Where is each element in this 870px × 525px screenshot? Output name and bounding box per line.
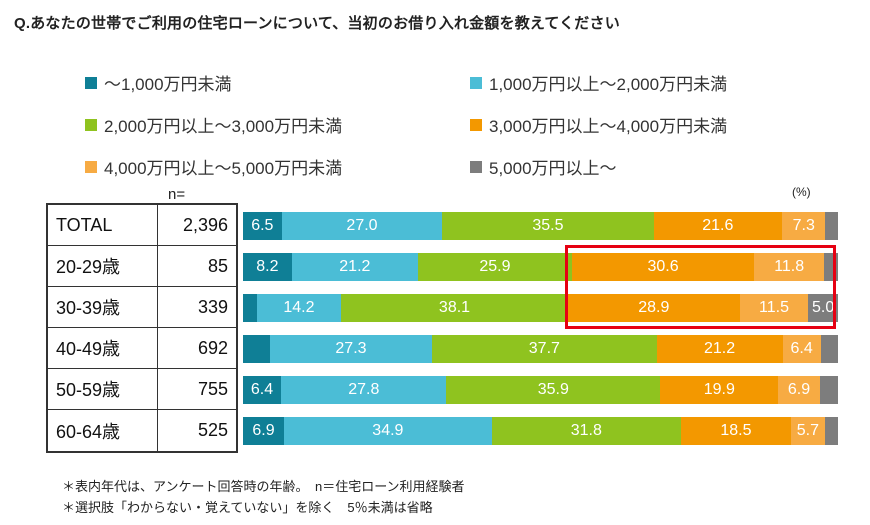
bar-segment <box>824 252 838 281</box>
chart-title: Q.あなたの世帯でご利用の住宅ローンについて、当初のお借り入れ金額を教えてくださ… <box>14 15 620 32</box>
n-column-header: n= <box>168 186 186 203</box>
table-row: 60-64歳 525 <box>48 410 236 451</box>
bar-row: 27.3 37.7 21.2 6.4 <box>243 328 838 369</box>
row-label: 40-49歳 <box>48 328 158 368</box>
row-n-value: 525 <box>197 420 228 440</box>
legend-swatch <box>85 118 97 131</box>
bar-segment: 28.9 <box>567 293 740 322</box>
bar-segment <box>820 334 838 363</box>
bar-segment <box>819 375 838 404</box>
bar-segment: 30.6 <box>572 252 755 281</box>
bar-segment: 18.5 <box>680 416 791 445</box>
bar-row: 14.2 38.1 28.9 11.5 5.0 <box>243 287 838 328</box>
legend-label: 5,000万円以上～ <box>489 159 617 178</box>
bar-segment: 6.4 <box>243 375 282 404</box>
bar-segment: 27.8 <box>281 375 447 404</box>
bar-segment: 21.2 <box>291 252 418 281</box>
bar-segment: 35.9 <box>446 375 661 404</box>
table-row: 30-39歳 339 <box>48 287 236 328</box>
legend-swatch <box>470 160 482 173</box>
row-label: 20-29歳 <box>48 246 158 286</box>
bar-segment: 35.5 <box>442 211 654 240</box>
legend-label: 2,000万円以上～3,000万円未満 <box>104 117 343 136</box>
bar-segment: 21.6 <box>653 211 783 240</box>
legend-label: 4,000万円以上～5,000万円未満 <box>104 159 343 178</box>
bar-segment: 11.5 <box>739 293 809 322</box>
bar-segment: 27.0 <box>281 211 443 240</box>
bar-segment: 25.9 <box>417 252 572 281</box>
category-table: TOTAL 2,396 20-29歳 85 30-39歳 339 40-49歳 692 50-5… <box>46 203 238 453</box>
row-n-value: 339 <box>197 296 228 317</box>
row-label: 50-59歳 <box>48 369 158 409</box>
footnote-line-2: ＊選択肢「わからない・覚えていない」を除く 5％未満は省略 <box>62 500 433 515</box>
bar-segment: 38.1 <box>341 293 568 322</box>
bar-segment: 19.9 <box>660 375 779 404</box>
bar-segment: 11.8 <box>754 252 825 281</box>
bar-row: 6.5 27.0 35.5 21.6 7.3 <box>243 205 838 246</box>
legend-item: 1,000万円以上～2,000万円未満 <box>470 70 845 95</box>
footnote-line-1: ＊表内年代は、アンケート回答時の年齢。 n＝住宅ローン利用経験者 <box>62 479 465 494</box>
bar-segment: 7.3 <box>782 211 826 240</box>
bar-segment <box>243 334 270 363</box>
bar-segment: 37.7 <box>432 334 657 363</box>
table-row: 50-59歳 755 <box>48 369 236 410</box>
legend-label: 3,000万円以上～4,000万円未満 <box>489 117 728 136</box>
stacked-bar: 14.2 38.1 28.9 11.5 5.0 <box>243 293 838 322</box>
legend-swatch <box>470 118 482 131</box>
bar-segment <box>825 211 838 240</box>
legend-swatch <box>470 76 482 89</box>
legend-item: 3,000万円以上～4,000万円未満 <box>470 112 845 137</box>
bar-segment: 6.5 <box>243 211 282 240</box>
legend-label: ～1,000万円未満 <box>104 75 232 94</box>
stacked-bar: 27.3 37.7 21.2 6.4 <box>243 334 838 363</box>
bar-row: 6.9 34.9 31.8 18.5 5.7 <box>243 410 838 451</box>
table-row: 20-29歳 85 <box>48 246 236 287</box>
legend-swatch <box>85 76 97 89</box>
table-row: 40-49歳 692 <box>48 328 236 369</box>
legend-item: 5,000万円以上～ <box>470 154 845 179</box>
legend-label: 1,000万円以上～2,000万円未満 <box>489 75 728 94</box>
legend: ～1,000万円未満 1,000万円以上～2,000万円未満 2,000万円以上～3… <box>85 70 845 179</box>
table-row: TOTAL 2,396 <box>48 205 236 246</box>
stacked-bar: 6.5 27.0 35.5 21.6 7.3 <box>243 211 838 240</box>
stacked-bar: 6.9 34.9 31.8 18.5 5.7 <box>243 416 838 445</box>
row-label: TOTAL <box>48 205 158 245</box>
bar-segment: 14.2 <box>256 293 342 322</box>
legend-item: 2,000万円以上～3,000万円未満 <box>85 112 470 137</box>
bar-row: 8.2 21.2 25.9 30.6 11.8 <box>243 246 838 287</box>
percent-unit-label: (%) <box>792 185 811 199</box>
bar-segment: 5.0 <box>808 293 838 322</box>
bar-segment: 6.4 <box>782 334 821 363</box>
row-n-value: 755 <box>197 378 228 399</box>
bar-segment: 31.8 <box>491 416 681 445</box>
stacked-bar: 6.4 27.8 35.9 19.9 6.9 <box>243 375 838 404</box>
bar-segment: 34.9 <box>284 416 492 445</box>
bar-segment: 5.7 <box>790 416 825 445</box>
stacked-bar-chart: 6.5 27.0 35.5 21.6 7.3 8.2 21.2 25.9 30.6 11.8 14.… <box>243 205 838 451</box>
bar-segment: 6.9 <box>243 416 285 445</box>
legend-item: ～1,000万円未満 <box>85 70 470 95</box>
bar-row: 6.4 27.8 35.9 19.9 6.9 <box>243 369 838 410</box>
row-label: 30-39歳 <box>48 287 158 327</box>
legend-swatch <box>85 160 97 173</box>
bar-segment: 6.9 <box>778 375 820 404</box>
row-n-value: 692 <box>197 337 228 358</box>
bar-segment <box>243 293 257 322</box>
footnotes: ＊表内年代は、アンケート回答時の年齢。 n＝住宅ローン利用経験者 ＊選択肢「わか… <box>62 476 465 518</box>
bar-segment: 8.2 <box>243 252 292 281</box>
bar-segment: 21.2 <box>656 334 783 363</box>
bar-segment: 27.3 <box>269 334 433 363</box>
legend-item: 4,000万円以上～5,000万円未満 <box>85 154 470 179</box>
bar-segment <box>824 416 838 445</box>
stacked-bar: 8.2 21.2 25.9 30.6 11.8 <box>243 252 838 281</box>
row-n-value: 2,396 <box>182 214 228 235</box>
row-label: 60-64歳 <box>48 410 158 451</box>
row-n-value: 85 <box>207 255 228 276</box>
